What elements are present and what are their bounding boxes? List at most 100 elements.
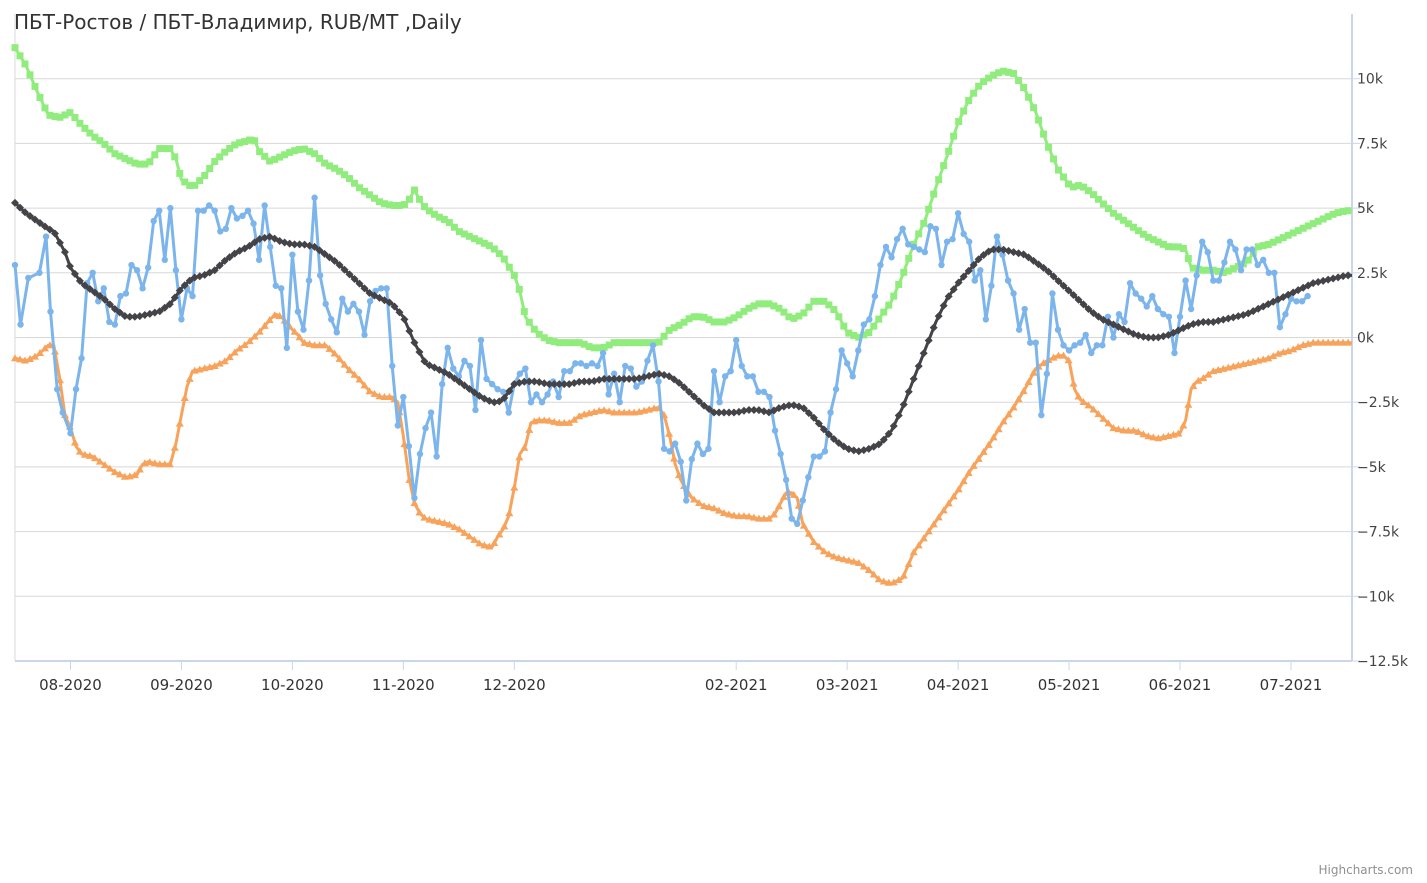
series-point-moving-average (1089, 309, 1098, 318)
series-point-upper-band (500, 255, 508, 263)
series-point-spread (161, 256, 168, 264)
series-point-moving-average (215, 261, 224, 270)
series-point-spread (1248, 246, 1256, 253)
series-point-moving-average (879, 435, 888, 444)
series-point-moving-average (15, 203, 24, 212)
series-point-spread (1038, 411, 1045, 419)
series-point-upper-band (640, 339, 648, 347)
series-point-upper-band (21, 60, 29, 68)
series-point-upper-band (595, 344, 603, 352)
series-point-moving-average (1024, 253, 1033, 262)
series-point-upper-band (805, 303, 813, 311)
series-point-moving-average (560, 380, 569, 389)
series-point-upper-band (1184, 255, 1192, 263)
series-point-lower-band (954, 485, 963, 493)
series-point-upper-band (545, 336, 553, 344)
series-point-spread (59, 409, 66, 416)
series-point-spread (289, 251, 296, 258)
series-point-lower-band (749, 513, 758, 521)
series-point-lower-band (744, 512, 753, 520)
series-point-moving-average (340, 265, 349, 274)
series-point-upper-band (685, 315, 693, 323)
series-point-spread (688, 455, 696, 463)
series-point-moving-average (530, 377, 539, 386)
series-point-upper-band (156, 145, 164, 153)
series-point-upper-band (321, 159, 329, 167)
series-point-upper-band (735, 311, 743, 319)
series-point-moving-average (555, 380, 564, 389)
series-point-moving-average (784, 401, 793, 410)
series-point-spread (205, 202, 213, 209)
series-point-upper-band (950, 132, 958, 140)
series-point-moving-average (939, 301, 948, 310)
series-point-lower-band (894, 575, 903, 583)
series-point-spread (527, 399, 535, 406)
series-point-upper-band (281, 151, 289, 159)
series-point-lower-band (300, 338, 309, 346)
series-point-moving-average (974, 255, 983, 264)
series-point-upper-band (1094, 195, 1102, 203)
series-point-spread (749, 373, 757, 380)
series-point-moving-average (944, 292, 953, 301)
series-point-moving-average (1079, 300, 1088, 309)
series-point-moving-average (700, 401, 709, 410)
series-upper-band (11, 44, 1352, 352)
series-point-spread (810, 453, 818, 460)
series-point-spread (583, 362, 590, 370)
series-point-upper-band (560, 339, 568, 347)
series-point-upper-band (600, 343, 608, 351)
series-point-moving-average (495, 397, 504, 406)
series-point-upper-band (485, 242, 493, 250)
series-point-upper-band (1124, 220, 1132, 228)
series-point-spread (211, 207, 218, 214)
series-point-spread (1260, 256, 1267, 264)
series-point-moving-average (665, 372, 674, 381)
series-moving-average (11, 198, 1353, 456)
series-point-upper-band (860, 331, 868, 339)
series-point-spread (799, 497, 806, 504)
series-point-upper-band (460, 230, 468, 238)
series-point-spread (1082, 331, 1089, 339)
series-point-upper-band (331, 164, 339, 172)
series-point-moving-average (690, 392, 699, 401)
x-tick-label: 03-2021 (816, 676, 879, 694)
series-point-upper-band (236, 139, 244, 147)
series-point-spread (1032, 339, 1039, 346)
series-point-moving-average (165, 300, 174, 309)
series-point-spread (988, 282, 995, 289)
series-point-lower-band (774, 502, 783, 510)
series-point-upper-band (46, 111, 54, 119)
series-point-upper-band (1234, 262, 1242, 270)
series-point-lower-band (690, 495, 699, 503)
series-point-moving-average (695, 397, 704, 406)
series-point-lower-band (1024, 378, 1033, 386)
series-point-lower-band (35, 349, 44, 357)
credits-link[interactable]: Highcharts.com (1318, 863, 1413, 877)
series-point-upper-band (1030, 104, 1038, 112)
series-point-moving-average (595, 375, 604, 384)
series-point-upper-band (370, 194, 378, 202)
series-point-lower-band (729, 511, 738, 519)
series-point-lower-band (904, 559, 913, 567)
series-point-lower-band (1269, 352, 1278, 360)
series-point-lower-band (30, 352, 39, 360)
series-point-spread (244, 207, 252, 214)
series-point-moving-average (799, 404, 808, 413)
series-point-upper-band (1274, 236, 1282, 244)
series-point-moving-average (884, 429, 893, 438)
series-point-upper-band (1114, 213, 1122, 221)
series-point-spread (916, 246, 923, 253)
series-point-spread (683, 497, 690, 504)
series-point-moving-average (1094, 312, 1103, 321)
series-point-moving-average (899, 400, 908, 409)
series-point-upper-band (995, 69, 1003, 77)
series-point-spread (860, 321, 868, 328)
series-point-upper-band (865, 329, 873, 337)
series-point-spread (1093, 342, 1101, 349)
series-point-spread (1027, 339, 1034, 346)
series-point-lower-band (829, 552, 838, 560)
series-point-spread (266, 243, 274, 251)
series-point-upper-band (251, 137, 259, 145)
series-point-lower-band (340, 360, 349, 368)
series-point-spread (472, 406, 479, 414)
